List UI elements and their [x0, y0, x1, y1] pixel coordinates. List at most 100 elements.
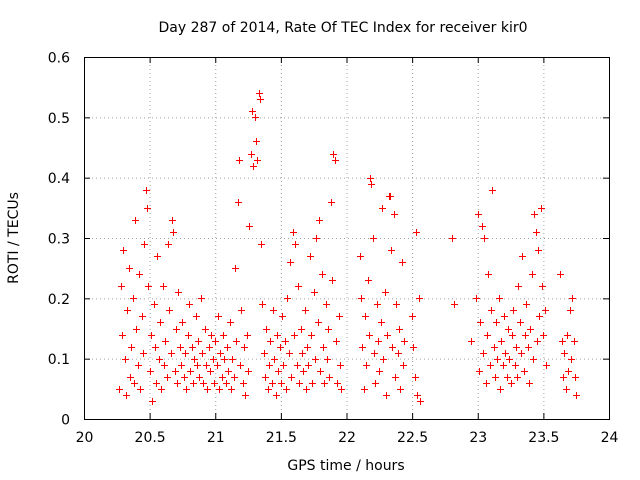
data-point	[298, 326, 305, 333]
data-point	[237, 362, 244, 369]
data-point	[530, 356, 537, 363]
data-point	[518, 350, 525, 357]
data-point	[336, 313, 343, 320]
data-point	[208, 332, 215, 339]
data-point	[185, 332, 192, 339]
data-point	[164, 374, 171, 381]
chart-title: Day 287 of 2014, Rate Of TEC Index for r…	[158, 20, 527, 36]
data-point	[299, 350, 306, 357]
data-point	[160, 283, 167, 290]
x-tick-label: 21.5	[266, 430, 297, 446]
data-point	[168, 350, 175, 357]
data-point	[137, 386, 144, 393]
data-point	[374, 301, 381, 308]
data-point	[416, 295, 423, 302]
data-point	[303, 386, 310, 393]
data-point	[291, 332, 298, 339]
data-point	[382, 289, 389, 296]
data-point	[313, 235, 320, 242]
y-tick-label: 0.6	[48, 51, 70, 67]
data-point	[128, 344, 135, 351]
data-point	[203, 362, 210, 369]
data-point	[399, 259, 406, 266]
data-point	[122, 356, 129, 363]
data-point	[193, 313, 200, 320]
data-point	[152, 344, 159, 351]
data-point	[367, 175, 374, 182]
data-point	[325, 326, 332, 333]
data-point	[559, 338, 566, 345]
data-point	[215, 313, 222, 320]
x-tick-label: 22.5	[397, 430, 428, 446]
grid-lines	[84, 57, 609, 419]
data-point	[296, 380, 303, 387]
data-point	[522, 332, 529, 339]
data-point	[477, 319, 484, 326]
data-point	[571, 338, 578, 345]
data-point	[194, 362, 201, 369]
data-point	[542, 307, 549, 314]
data-point	[175, 289, 182, 296]
data-point	[375, 338, 382, 345]
data-point	[200, 380, 207, 387]
y-tick-label: 0	[61, 413, 70, 429]
data-point	[536, 313, 543, 320]
data-point	[363, 362, 370, 369]
data-point	[393, 301, 400, 308]
data-point	[172, 368, 179, 375]
data-point	[383, 392, 390, 399]
data-point	[246, 223, 253, 230]
data-point	[186, 301, 193, 308]
data-point	[487, 362, 494, 369]
y-tick-label: 0.4	[48, 171, 70, 187]
data-point	[287, 259, 294, 266]
data-point	[207, 368, 214, 375]
data-point	[140, 350, 147, 357]
data-point	[256, 90, 263, 97]
data-point	[414, 392, 421, 399]
data-point	[258, 241, 265, 248]
data-point	[396, 326, 403, 333]
data-point	[178, 362, 185, 369]
data-point	[257, 96, 264, 103]
data-point	[515, 283, 522, 290]
data-point	[279, 313, 286, 320]
data-point	[538, 205, 545, 212]
data-point	[533, 229, 540, 236]
data-point	[387, 193, 394, 200]
data-point	[410, 344, 417, 351]
data-point	[525, 344, 532, 351]
data-point	[357, 253, 364, 260]
data-point	[189, 344, 196, 351]
data-point	[330, 151, 337, 158]
data-point	[133, 326, 140, 333]
data-point	[480, 350, 487, 357]
data-point	[333, 338, 340, 345]
data-point	[491, 344, 498, 351]
data-point	[358, 295, 365, 302]
data-point	[302, 307, 309, 314]
x-tick-label: 23	[469, 430, 487, 446]
data-point	[161, 362, 168, 369]
data-point	[227, 319, 234, 326]
data-point	[261, 350, 268, 357]
data-point	[263, 326, 270, 333]
data-point	[451, 301, 458, 308]
x-tick-label: 24	[601, 430, 619, 446]
data-point	[365, 277, 372, 284]
data-point	[131, 380, 138, 387]
data-point	[523, 301, 530, 308]
data-point	[311, 289, 318, 296]
data-point	[182, 350, 189, 357]
plot-frame	[84, 57, 610, 420]
data-point	[244, 332, 251, 339]
data-point	[543, 362, 550, 369]
data-point	[283, 386, 290, 393]
data-point	[126, 265, 133, 272]
data-point	[277, 344, 284, 351]
data-point	[378, 319, 385, 326]
data-point	[262, 374, 269, 381]
data-point	[391, 211, 398, 218]
data-point	[183, 386, 190, 393]
